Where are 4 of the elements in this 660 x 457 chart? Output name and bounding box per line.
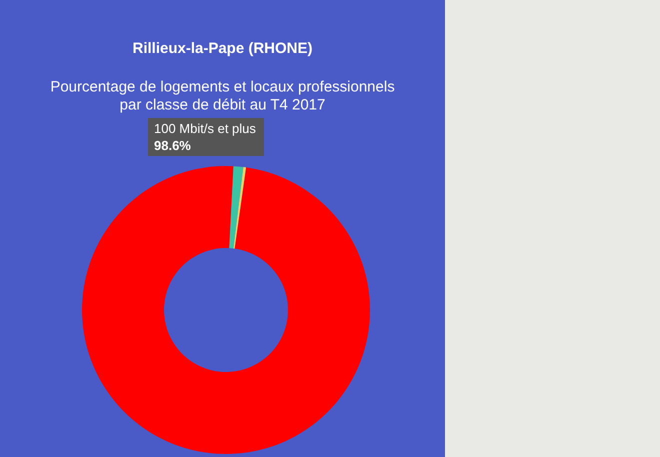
chart-title: Rillieux-la-Pape (RHONE): [132, 40, 313, 57]
chart-subtitle: Pourcentage de logements et locaux professionnels par classe de débit au T4 2017: [50, 78, 395, 114]
slice-label: 100 Mbit/s et plus: [154, 121, 256, 136]
data-label: 98.6%: [154, 138, 192, 153]
